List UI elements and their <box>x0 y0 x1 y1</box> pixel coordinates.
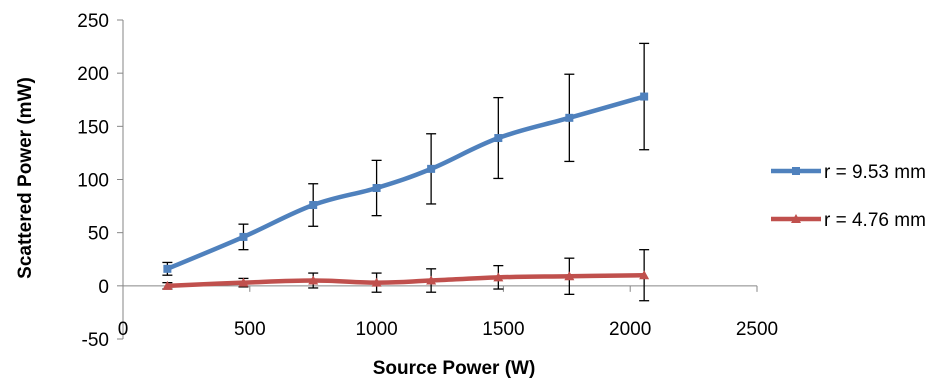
data-point <box>163 264 172 273</box>
legend-label: r = 4.76 mm <box>824 210 926 231</box>
x-tick-label: 500 <box>234 319 266 340</box>
y-axis-title: Scattered Power (mW) <box>15 77 36 279</box>
data-point <box>564 271 575 281</box>
data-point <box>494 134 503 143</box>
data-point <box>427 164 436 173</box>
data-point <box>309 201 318 210</box>
data-point <box>565 113 574 122</box>
x-tick-label: 1000 <box>355 319 397 340</box>
y-tick-label: -50 <box>82 330 109 351</box>
series-lines <box>165 94 647 289</box>
data-point <box>372 184 381 193</box>
y-tick-label: 0 <box>98 277 109 298</box>
data-point <box>238 277 249 287</box>
data-point <box>162 280 173 290</box>
data-point <box>639 270 650 280</box>
x-axis-title: Source Power (W) <box>373 358 536 379</box>
data-point <box>239 232 248 241</box>
x-tick-label: 2000 <box>609 319 651 340</box>
data-point <box>640 92 649 101</box>
y-tick-label: 100 <box>77 171 109 192</box>
x-tick-label: 2500 <box>736 319 778 340</box>
x-tick-label: 0 <box>118 319 129 340</box>
y-tick-label: 250 <box>77 11 109 32</box>
legend-item-1: r = 9.53 mm <box>771 162 926 183</box>
legend: r = 9.53 mm r = 4.76 mm <box>771 162 926 231</box>
x-tick-label: 1500 <box>482 319 524 340</box>
legend-label: r = 9.53 mm <box>824 162 926 183</box>
legend-marker <box>791 214 801 223</box>
series-line-2 <box>165 272 647 289</box>
legend-marker <box>792 167 800 175</box>
data-point <box>371 277 382 287</box>
y-tick-label: 200 <box>77 64 109 85</box>
axes <box>117 19 758 340</box>
series-line-1 <box>165 94 647 272</box>
y-tick-label: 50 <box>88 224 109 245</box>
data-point <box>426 275 437 285</box>
legend-item-2: r = 4.76 mm <box>771 210 926 231</box>
data-point <box>308 275 319 285</box>
series-markers <box>162 92 650 290</box>
error-bars <box>162 42 650 302</box>
y-tick-label: 150 <box>77 117 109 138</box>
data-point <box>493 272 504 282</box>
